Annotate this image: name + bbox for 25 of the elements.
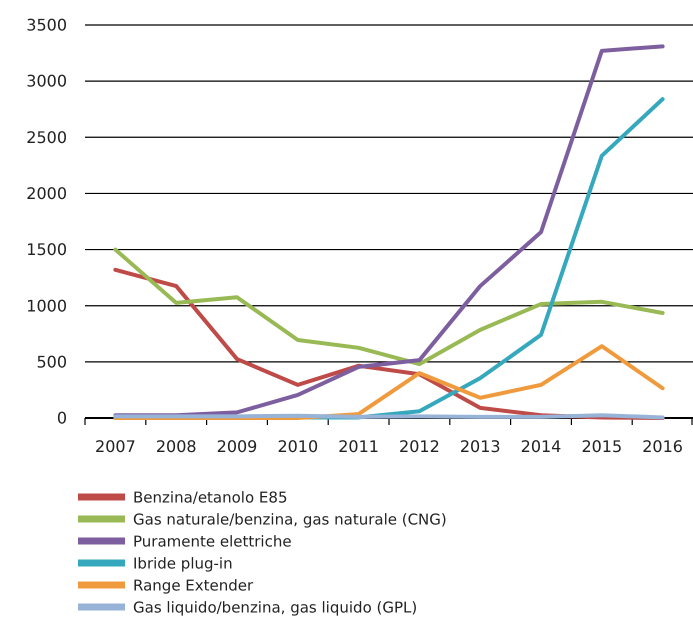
x-tick-label: 2009 [216, 437, 258, 456]
line-series [113, 248, 665, 366]
legend-label: Ibride plug-in [133, 554, 233, 572]
legend-label: Range Extender [133, 576, 254, 594]
x-tick-label: 2011 [338, 437, 379, 456]
y-tick-label: 3000 [26, 72, 67, 91]
x-tick-label: 2010 [277, 437, 318, 456]
x-tick-label: 2016 [642, 437, 683, 456]
legend-label: Puramente elettriche [133, 532, 292, 550]
x-tick-label: 2014 [520, 437, 562, 456]
y-tick-label: 2500 [26, 128, 67, 147]
x-tick-label: 2013 [460, 437, 501, 456]
y-tick-label: 1000 [26, 296, 67, 316]
y-tick-label: 2000 [26, 184, 67, 204]
x-tick-label: 2007 [95, 437, 136, 456]
legend-label: Benzina/etanolo E85 [133, 488, 288, 506]
x-tick-label: 2008 [156, 437, 197, 456]
legend-label: Gas naturale/benzina, gas naturale (CNG) [133, 510, 447, 528]
y-tick-label: 3500 [26, 16, 67, 35]
y-tick-label: 500 [36, 352, 67, 372]
x-tick-label: 2015 [581, 437, 622, 456]
x-tick-label: 2012 [399, 437, 440, 456]
y-tick-label: 1500 [26, 240, 67, 260]
y-tick-label: 0 [56, 408, 67, 428]
legend-label: Gas liquido/benzina, gas liquido (GPL) [133, 598, 418, 616]
